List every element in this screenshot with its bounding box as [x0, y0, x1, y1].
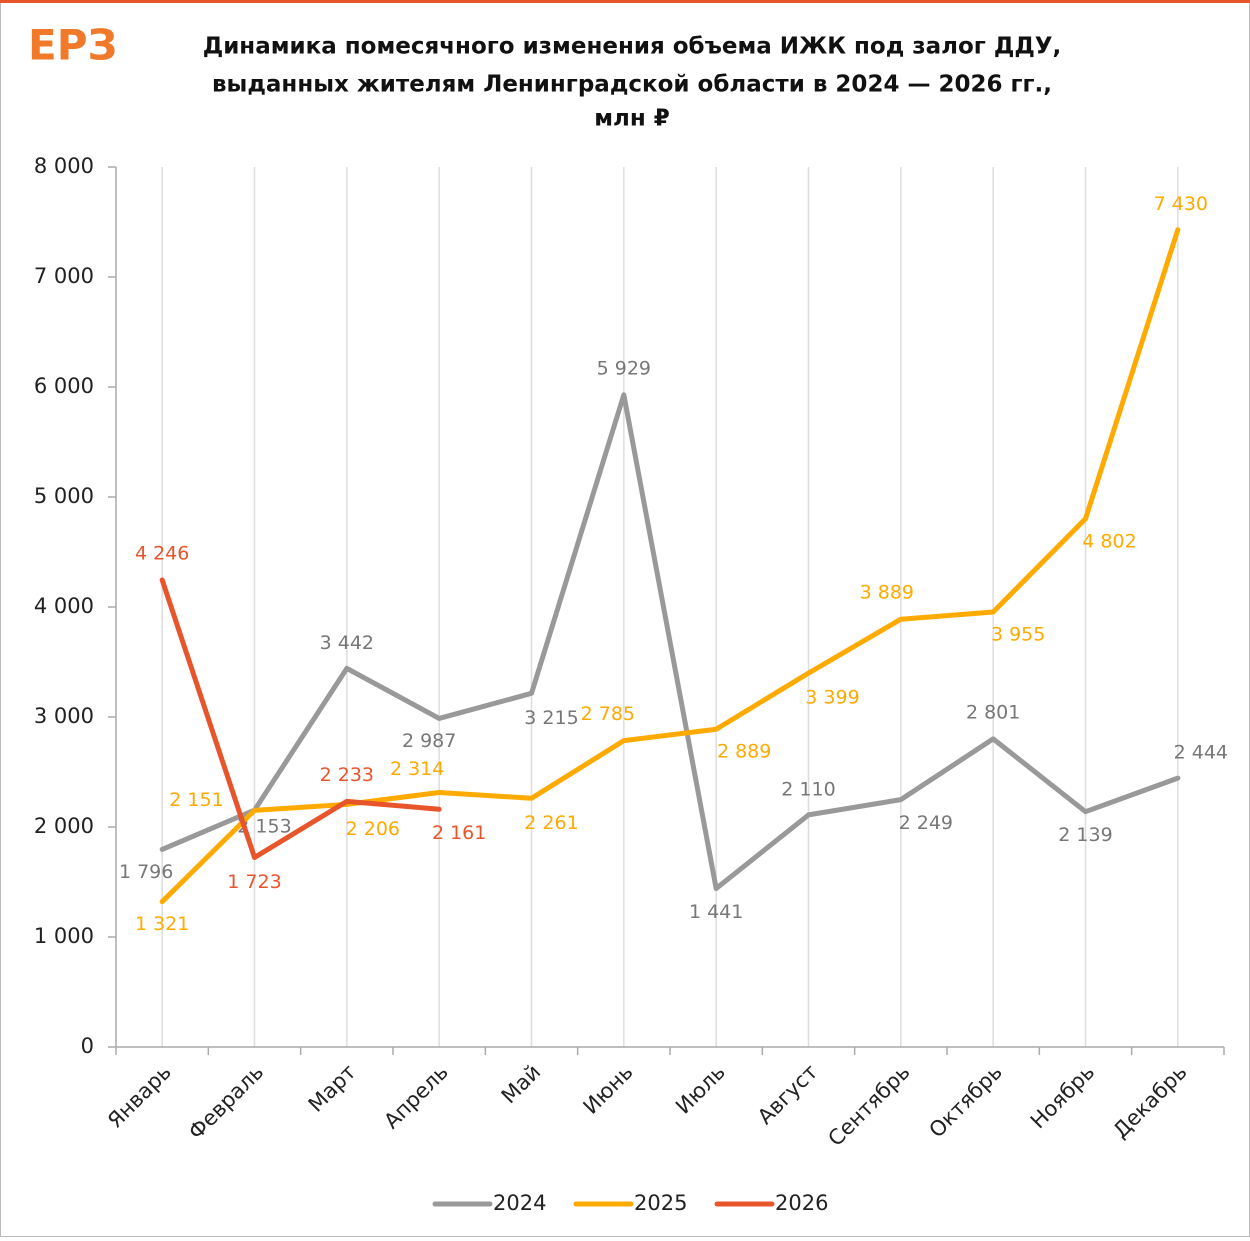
data-label: 3 399: [805, 687, 859, 709]
data-label: 1 723: [227, 871, 281, 893]
data-label: 3 955: [991, 623, 1045, 645]
data-label: 1 796: [119, 861, 173, 883]
data-label: 2 261: [524, 812, 578, 834]
y-tick-label: 0: [81, 1034, 94, 1058]
data-label: 2 161: [432, 822, 486, 844]
data-label: 5 929: [597, 357, 651, 379]
data-label: 2 206: [346, 818, 400, 840]
data-label: 2 151: [169, 789, 223, 811]
data-label: 2 987: [402, 730, 456, 752]
data-label: 3 442: [320, 632, 374, 654]
series-line: [159, 577, 442, 860]
chart-title: выданных жителям Ленинградской области в…: [212, 72, 1052, 98]
series-line: [159, 227, 1181, 905]
data-label: 2 249: [899, 812, 953, 834]
legend-label: 2024: [493, 1191, 546, 1215]
data-label: 3 215: [524, 707, 578, 729]
data-label: 1 321: [135, 913, 189, 935]
data-label: 4 246: [135, 542, 189, 564]
series-line: [159, 392, 1181, 891]
y-tick-label: 8 000: [34, 154, 94, 178]
y-tick-label: 3 000: [34, 704, 94, 728]
data-label: 7 430: [1154, 193, 1208, 215]
y-tick-label: 1 000: [34, 924, 94, 948]
y-tick-label: 6 000: [34, 374, 94, 398]
logo: ЕРЗ: [28, 21, 117, 70]
chart-title: млн ₽: [594, 106, 670, 132]
y-tick-label: 7 000: [34, 264, 94, 288]
top-bar: [0, 0, 1250, 3]
data-label: 2 801: [966, 701, 1020, 723]
data-label: 2 314: [390, 758, 444, 780]
y-tick-label: 2 000: [34, 814, 94, 838]
chart-title: Динамика помесячного изменения объема ИЖ…: [203, 34, 1062, 60]
y-tick-label: 5 000: [34, 484, 94, 508]
data-label: 2 233: [320, 764, 374, 786]
data-label: 2 139: [1058, 824, 1112, 846]
legend-label: 2025: [634, 1191, 687, 1215]
data-label: 1 441: [689, 901, 743, 923]
legend-label: 2026: [775, 1191, 828, 1215]
data-label: 2 889: [717, 741, 771, 763]
data-label: 2 110: [781, 778, 835, 800]
y-tick-label: 4 000: [34, 594, 94, 618]
data-label: 2 153: [237, 816, 291, 838]
data-label: 3 889: [860, 582, 914, 604]
data-label: 2 444: [1174, 742, 1228, 764]
data-label: 2 785: [581, 703, 635, 725]
data-label: 4 802: [1082, 530, 1136, 552]
